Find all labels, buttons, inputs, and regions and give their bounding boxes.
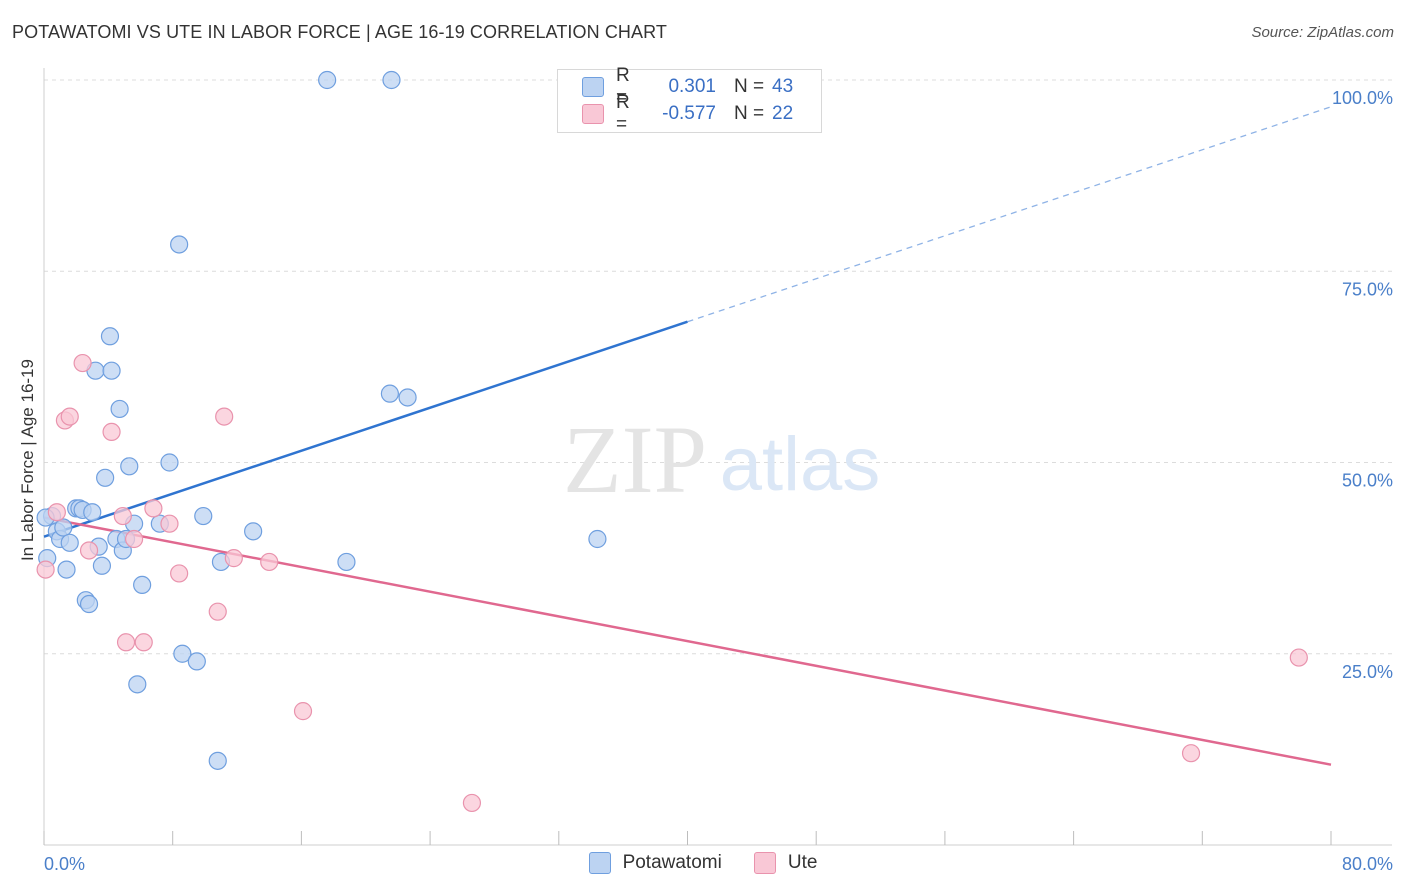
point-potawatomi-36 [318, 70, 337, 90]
chart-title: POTAWATOMI VS UTE IN LABOR FORCE | AGE 1… [12, 22, 667, 42]
point-potawatomi-38 [382, 70, 401, 90]
point-ute-17 [260, 552, 279, 572]
point-ute-15 [215, 407, 234, 426]
point-potawatomi-29 [170, 235, 189, 254]
point-ute-21 [1289, 648, 1308, 667]
legend-swatch-potawatomi [582, 77, 604, 97]
point-ute-16 [224, 549, 243, 568]
point-potawatomi-30 [173, 644, 192, 663]
legend-label-potawatomi: Potawatomi [622, 852, 722, 873]
legend-row-ute: R = -0.577 N = 22 [582, 92, 794, 135]
point-ute-0 [36, 560, 55, 579]
point-potawatomi-28 [160, 453, 179, 472]
point-potawatomi-23 [120, 457, 139, 476]
point-ute-18 [293, 702, 313, 721]
point-ute-7 [113, 506, 132, 526]
point-potawatomi-18 [102, 361, 121, 380]
y-tick-label-2: 75.0% [1342, 279, 1393, 299]
legend-swatch-ute [582, 104, 604, 124]
point-potawatomi-12 [83, 503, 102, 522]
point-ute-4 [73, 353, 92, 373]
source-label: Source: ZipAtlas.com [1251, 24, 1394, 41]
point-ute-9 [124, 529, 144, 549]
point-potawatomi-39 [380, 384, 399, 403]
point-potawatomi-41 [588, 529, 607, 549]
watermark-zip: ZIP [563, 406, 707, 513]
point-potawatomi-4 [54, 518, 73, 537]
point-potawatomi-17 [100, 327, 120, 346]
point-potawatomi-6 [60, 533, 79, 552]
correlation-legend: R = 0.301 N = 43 R = -0.577 N = 22 [557, 65, 822, 135]
point-potawatomi-31 [187, 652, 206, 671]
point-ute-1 [47, 503, 66, 522]
watermark-atlas: atlas [720, 422, 881, 507]
point-potawatomi-5 [57, 560, 76, 579]
legend-r-value: -0.577 [662, 103, 716, 124]
legend-n-label: N = [734, 103, 765, 124]
point-ute-12 [160, 514, 179, 533]
point-potawatomi-35 [244, 522, 263, 541]
legend-n-value: 22 [772, 103, 794, 124]
trend-line-ute [43, 516, 1332, 766]
legend-n-label: N = [734, 76, 765, 97]
legend-r-label: R = [616, 92, 630, 135]
series-legend: Potawatomi Ute [0, 852, 1406, 874]
point-potawatomi-16 [96, 468, 115, 487]
point-potawatomi-26 [133, 575, 152, 595]
y-tick-label-1: 50.0% [1342, 471, 1393, 491]
legend-item-potawatomi[interactable]: Potawatomi [588, 852, 722, 874]
point-ute-19 [462, 793, 482, 813]
y-tick-label-0: 25.0% [1342, 662, 1393, 682]
point-potawatomi-15 [92, 556, 112, 575]
legend-row-potawatomi: R = 0.301 N = 43 [582, 65, 794, 108]
swatch-potawatomi [588, 852, 611, 874]
point-potawatomi-40 [398, 388, 417, 407]
point-ute-5 [79, 541, 99, 560]
grid-lines [44, 79, 1392, 655]
point-ute-3 [60, 407, 79, 426]
point-ute-6 [102, 422, 121, 441]
point-potawatomi-37 [337, 552, 356, 572]
trend-line-potawatomi-extension [687, 106, 1332, 323]
point-ute-11 [144, 499, 163, 518]
x-tick-label-min: 0.0% [44, 854, 85, 874]
axes [43, 68, 1392, 846]
legend-label-ute: Ute [787, 852, 818, 873]
data-points [36, 70, 1308, 813]
point-ute-14 [208, 602, 227, 621]
swatch-ute [753, 852, 776, 874]
x-tick-label-max: 80.0% [1342, 854, 1393, 874]
point-potawatomi-25 [128, 675, 147, 694]
y-tick-label-3: 100.0% [1332, 88, 1393, 108]
legend-n-value: 43 [772, 76, 794, 97]
watermark: ZIP atlas [563, 406, 880, 513]
point-ute-13 [170, 564, 189, 583]
point-ute-8 [116, 633, 136, 652]
tick-labels: 25.0% 50.0% 75.0% 100.0% 0.0% 80.0% [44, 88, 1393, 874]
legend-item-ute[interactable]: Ute [753, 852, 818, 874]
point-ute-20 [1181, 744, 1201, 763]
legend-r-value: 0.301 [668, 76, 716, 97]
point-potawatomi-32 [194, 506, 213, 526]
point-potawatomi-11 [79, 594, 99, 614]
point-potawatomi-33 [208, 751, 227, 770]
legend-r-label: R = [616, 65, 630, 108]
point-ute-10 [134, 633, 153, 652]
point-potawatomi-20 [110, 399, 129, 419]
